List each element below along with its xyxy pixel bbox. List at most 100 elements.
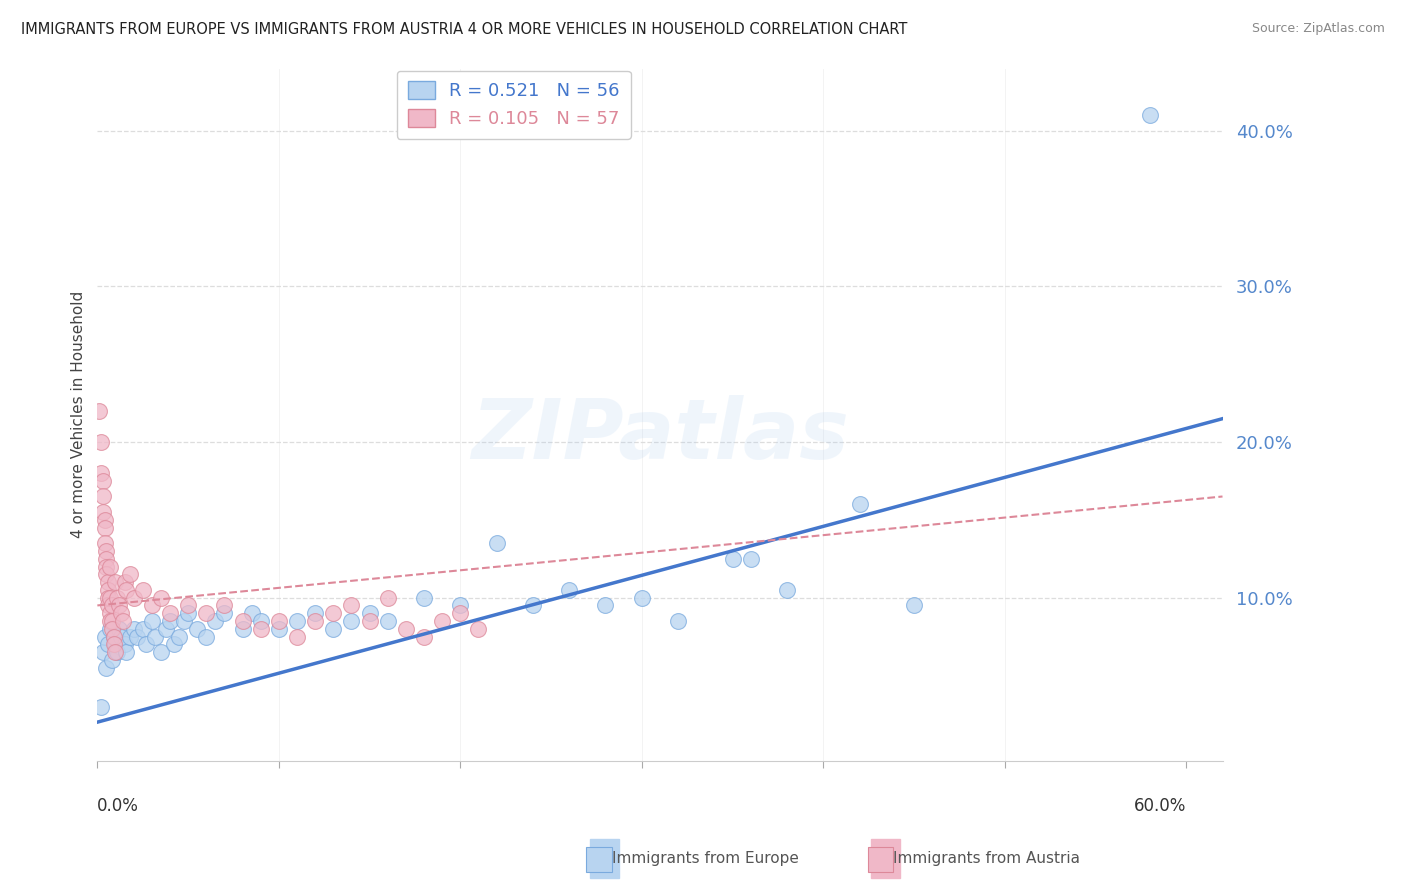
Point (149, 591, 172, 605)
Point (522, 599, 544, 613)
Text: ZIPatlas: ZIPatlas (471, 395, 849, 476)
Point (115, 645, 138, 659)
Text: Immigrants from Europe: Immigrants from Europe (612, 851, 799, 865)
Point (322, 622, 344, 636)
Point (110, 630, 132, 644)
Point (285, 614, 308, 628)
Point (141, 599, 163, 613)
Point (776, 582, 799, 597)
Point (101, 622, 124, 636)
Point (96, 661, 118, 675)
Point (114, 575, 136, 590)
Point (108, 622, 131, 636)
Point (173, 614, 195, 628)
Point (721, 551, 744, 566)
Text: 60.0%: 60.0% (1133, 797, 1187, 815)
Point (97, 591, 120, 605)
Point (149, 645, 172, 659)
Point (91, 474, 114, 488)
Point (595, 599, 617, 613)
Point (449, 606, 471, 620)
Text: IMMIGRANTS FROM EUROPE VS IMMIGRANTS FROM AUSTRIA 4 OR MORE VEHICLES IN HOUSEHOL: IMMIGRANTS FROM EUROPE VS IMMIGRANTS FRO… (21, 22, 907, 37)
Point (110, 606, 132, 620)
Point (118, 567, 141, 582)
Point (155, 622, 177, 636)
Point (90, 699, 112, 714)
Point (91, 490, 114, 504)
Point (97, 575, 120, 590)
Point (214, 599, 236, 613)
Point (91, 505, 114, 519)
Point (240, 606, 263, 620)
Y-axis label: 4 or more Vehicles in Household: 4 or more Vehicles in Household (72, 291, 86, 539)
Point (108, 599, 131, 613)
Point (304, 606, 326, 620)
Point (103, 630, 125, 644)
Point (195, 630, 218, 644)
Point (377, 591, 399, 605)
Point (848, 497, 870, 511)
Legend: R = 0.521   N = 56, R = 0.105   N = 57: R = 0.521 N = 56, R = 0.105 N = 57 (396, 70, 630, 139)
Point (285, 630, 308, 644)
Point (96, 559, 118, 574)
Point (214, 606, 236, 620)
Text: Immigrants from Austria: Immigrants from Austria (893, 851, 1080, 865)
Point (267, 622, 290, 636)
Point (395, 622, 418, 636)
Point (413, 630, 436, 644)
Point (91, 645, 114, 659)
Point (93, 536, 115, 550)
Point (115, 582, 138, 597)
Point (122, 591, 145, 605)
Point (903, 599, 925, 613)
Point (90, 466, 112, 480)
Point (111, 614, 134, 628)
Point (122, 622, 145, 636)
Point (359, 614, 381, 628)
Point (231, 622, 253, 636)
Point (90, 435, 112, 450)
Point (98, 614, 121, 628)
Point (101, 599, 124, 613)
Point (267, 614, 290, 628)
Point (104, 575, 127, 590)
Point (249, 622, 271, 636)
Point (114, 637, 136, 651)
Point (558, 582, 581, 597)
Point (340, 599, 363, 613)
Point (1139, 108, 1161, 122)
Point (97, 637, 120, 651)
Point (159, 614, 181, 628)
Point (322, 606, 344, 620)
Point (103, 637, 125, 651)
Point (104, 637, 127, 651)
Point (89, 404, 111, 418)
Point (195, 606, 218, 620)
Point (377, 614, 399, 628)
Point (304, 614, 326, 628)
Point (413, 591, 436, 605)
Point (96, 567, 118, 582)
Point (93, 513, 115, 527)
Point (97, 582, 120, 597)
Point (105, 645, 128, 659)
Point (98, 606, 121, 620)
Point (101, 653, 124, 667)
Point (132, 582, 155, 597)
Point (430, 614, 453, 628)
Point (141, 614, 163, 628)
Point (740, 551, 762, 566)
Point (101, 614, 124, 628)
Point (467, 622, 489, 636)
Point (359, 606, 381, 620)
Point (231, 614, 253, 628)
Point (449, 599, 471, 613)
Point (162, 637, 184, 651)
Point (118, 630, 141, 644)
Point (340, 614, 363, 628)
Point (104, 645, 127, 659)
Point (98, 591, 121, 605)
Point (145, 630, 167, 644)
Point (249, 614, 271, 628)
Point (97, 599, 120, 613)
